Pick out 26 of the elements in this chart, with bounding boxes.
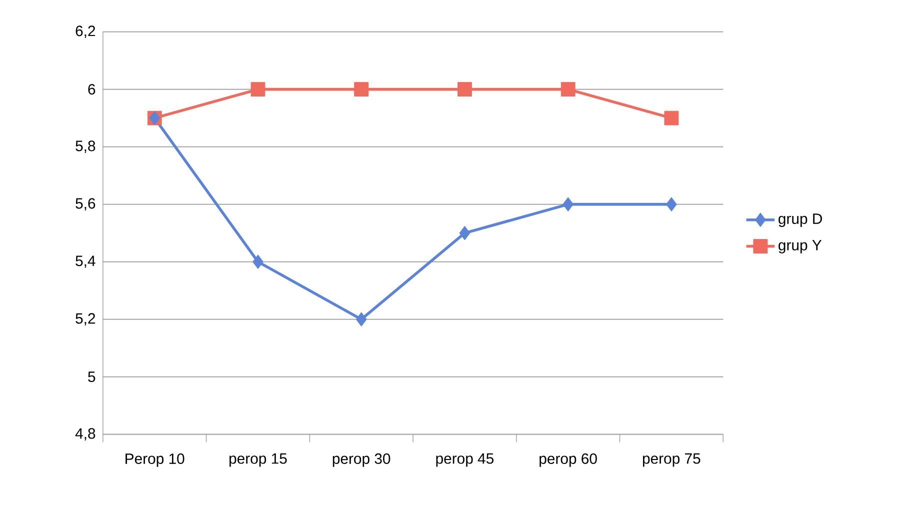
point: [252, 254, 264, 270]
point: [562, 197, 574, 212]
legend-label: grup Y: [778, 240, 822, 254]
point: [459, 226, 470, 240]
point: [458, 82, 472, 97]
y-tick-label: 5,2: [76, 313, 96, 326]
point: [560, 82, 576, 97]
y-tick-label: 6,2: [76, 26, 96, 38]
y-tick-label: 5,8: [76, 140, 96, 154]
point: [664, 110, 679, 126]
y-tick-label: 4,8: [75, 428, 96, 441]
x-tick-label: perop 75: [642, 454, 700, 467]
x-tick-label: perop 30: [332, 454, 390, 468]
y-tick-label: 6: [88, 84, 96, 95]
x-tick-label: perop 45: [436, 454, 494, 467]
point: [666, 197, 677, 212]
x-tick-label: perop 60: [540, 454, 597, 468]
x-tick-label: perop 15: [230, 454, 287, 467]
point: [356, 312, 367, 327]
point: [250, 82, 266, 97]
legend-label: grup D: [778, 214, 822, 228]
y-tick-label: 5,4: [76, 256, 96, 268]
point: [354, 82, 369, 97]
y-tick-label: 5: [88, 372, 96, 382]
x-tick-label: Perop 10: [126, 454, 184, 468]
y-tick-label: 5,6: [76, 198, 96, 211]
